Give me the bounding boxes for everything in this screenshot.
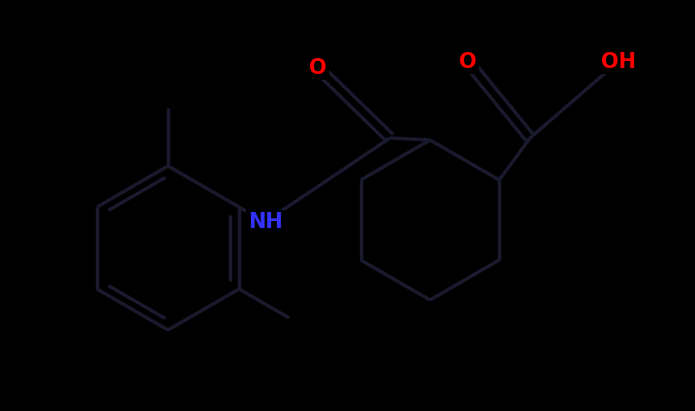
Text: O: O xyxy=(309,58,327,78)
Text: OH: OH xyxy=(600,52,635,72)
Text: NH: NH xyxy=(247,212,282,232)
Text: O: O xyxy=(459,52,477,72)
